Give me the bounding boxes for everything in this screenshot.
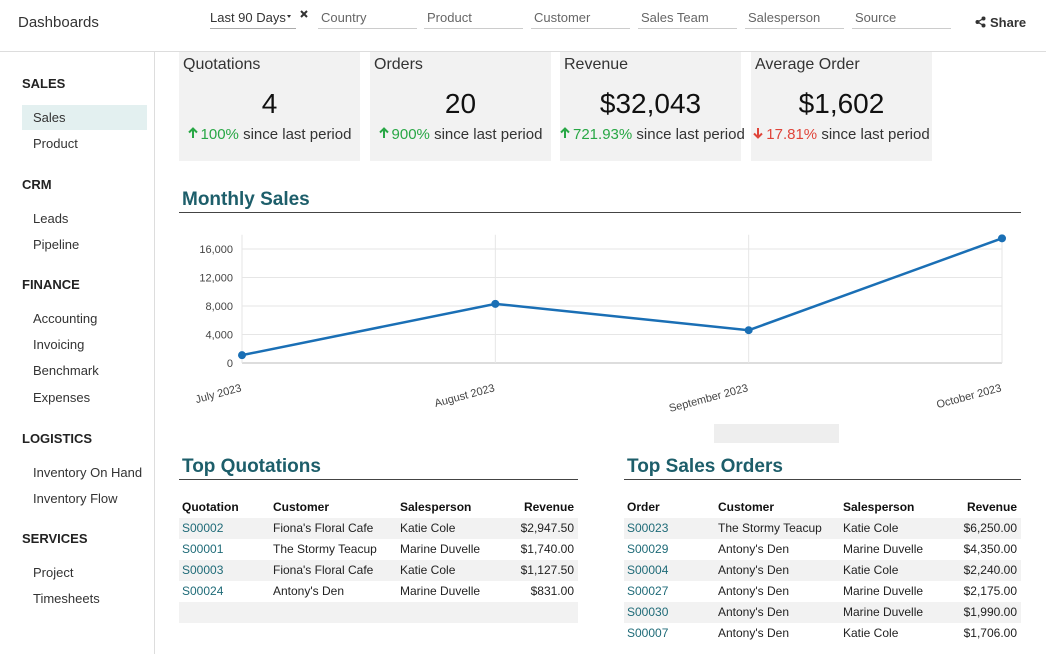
kpi-note: since last period [434,126,542,143]
kpi-note: since last period [821,126,929,143]
share-button[interactable]: Share [990,15,1026,30]
menu-item[interactable]: Accounting [22,306,147,331]
kpi-note: since last period [243,126,351,143]
section-title: SERVICES [22,531,88,546]
menu-item[interactable]: Leads [22,206,147,231]
arrow-up [379,127,389,139]
menu-item[interactable]: Invoicing [22,332,147,357]
table-title: Top Quotations [182,456,321,478]
filter-input[interactable]: Customer [531,10,630,29]
table-cell: $1,706.00 [624,626,1017,640]
table-cell: $6,250.00 [624,521,1017,535]
filter-input[interactable]: Salesperson [745,10,844,29]
kpi-value: $32,043 [560,88,741,120]
y-tick-label: 16,000 [199,244,233,256]
kpi-card[interactable]: Revenue $32,043 721.93% since last period [560,52,741,161]
kpi-note: since last period [636,126,744,143]
kpi-change-row: 721.93% since last period [560,126,741,143]
table-cell: $2,175.00 [624,584,1017,598]
kpi-change: 17.81% [766,126,817,143]
kpi-change: 100% [201,126,239,143]
kpi-value: 4 [179,88,360,120]
menu-item[interactable]: Product [22,131,147,156]
y-tick-label: 0 [227,358,233,370]
x-tick-label: September 2023 [668,382,750,415]
chart-title: Monthly Sales [182,189,310,211]
data-point [491,300,499,308]
data-point [998,234,1006,242]
app-title[interactable]: Dashboards [18,14,99,31]
table-cell: $1,740.00 [179,542,574,556]
y-tick-label: 8,000 [205,301,233,313]
kpi-card[interactable]: Average Order $1,602 17.81% since last per… [751,52,932,161]
filter-input[interactable]: Sales Team [638,10,737,29]
section-title: FINANCE [22,277,80,292]
data-point [745,326,753,334]
kpi-change: 721.93% [573,126,632,143]
column-header: Revenue [624,500,1017,514]
data-point [238,351,246,359]
menu-item[interactable]: Expenses [22,385,147,410]
table-cell: $831.00 [179,584,574,598]
y-tick-label: 12,000 [199,273,233,285]
table-cell: $2,240.00 [624,563,1017,577]
kpi-change: 900% [392,126,430,143]
menu-item[interactable]: Inventory On Hand [22,460,147,485]
table-cell: $4,350.00 [624,542,1017,556]
kpi-title: Average Order [755,56,860,74]
menu-item[interactable]: Inventory Flow [22,486,147,511]
kpi-change-row: 17.81% since last period [751,126,932,143]
table-cell: $1,990.00 [624,605,1017,619]
kpi-value: $1,602 [751,88,932,120]
date-filter[interactable]: Last 90 Days [210,10,296,29]
x-tick-label: July 2023 [194,382,243,406]
section-title: SALES [22,76,65,91]
table-cell: $1,127.50 [179,563,574,577]
column-header: Revenue [179,500,574,514]
filter-input[interactable]: Product [424,10,523,29]
menu-item[interactable]: Project [22,560,147,585]
kpi-change-row: 900% since last period [370,126,551,143]
arrow-up [188,127,198,139]
kpi-value: 20 [370,88,551,120]
y-tick-label: 4,000 [205,330,233,342]
x-tick-label: October 2023 [935,382,1002,411]
sidebar: SALES SalesProduct CRM LeadsPipeline FINANCE… [0,52,155,654]
filter-input[interactable]: Source [852,10,951,29]
kpi-card[interactable]: Orders 20 900% since last period [370,52,551,161]
menu-item[interactable]: Pipeline [22,232,147,257]
menu-item-active[interactable]: Sales [22,105,147,130]
x-tick-label: August 2023 [433,382,496,410]
line-series [242,238,1002,355]
filter-input[interactable]: Country [318,10,417,29]
kpi-title: Quotations [183,56,260,74]
table-title-rule [179,479,578,480]
table-title: Top Sales Orders [627,456,783,478]
filter-controls[interactable] [286,10,310,22]
line-chart: 0 4,000 8,000 12,000 16,000 July 2023 August 2… [170,220,1030,420]
section-title: LOGISTICS [22,431,92,446]
arrow-down [753,127,763,139]
row-stripe [179,602,578,623]
table-cell: $2,947.50 [179,521,574,535]
arrow-up [560,127,570,139]
menu-item[interactable]: Benchmark [22,358,147,383]
section-title: CRM [22,177,52,192]
kpi-title: Revenue [564,56,628,74]
kpi-card[interactable]: Quotations 4 100% since last period [179,52,360,161]
table-title-rule [624,479,1021,480]
chart-placeholder [714,424,839,443]
kpi-change-row: 100% since last period [179,126,360,143]
menu-item[interactable]: Timesheets [22,586,147,611]
share-icon[interactable] [975,16,986,28]
kpi-title: Orders [374,56,423,74]
chart-title-rule [179,212,1021,213]
